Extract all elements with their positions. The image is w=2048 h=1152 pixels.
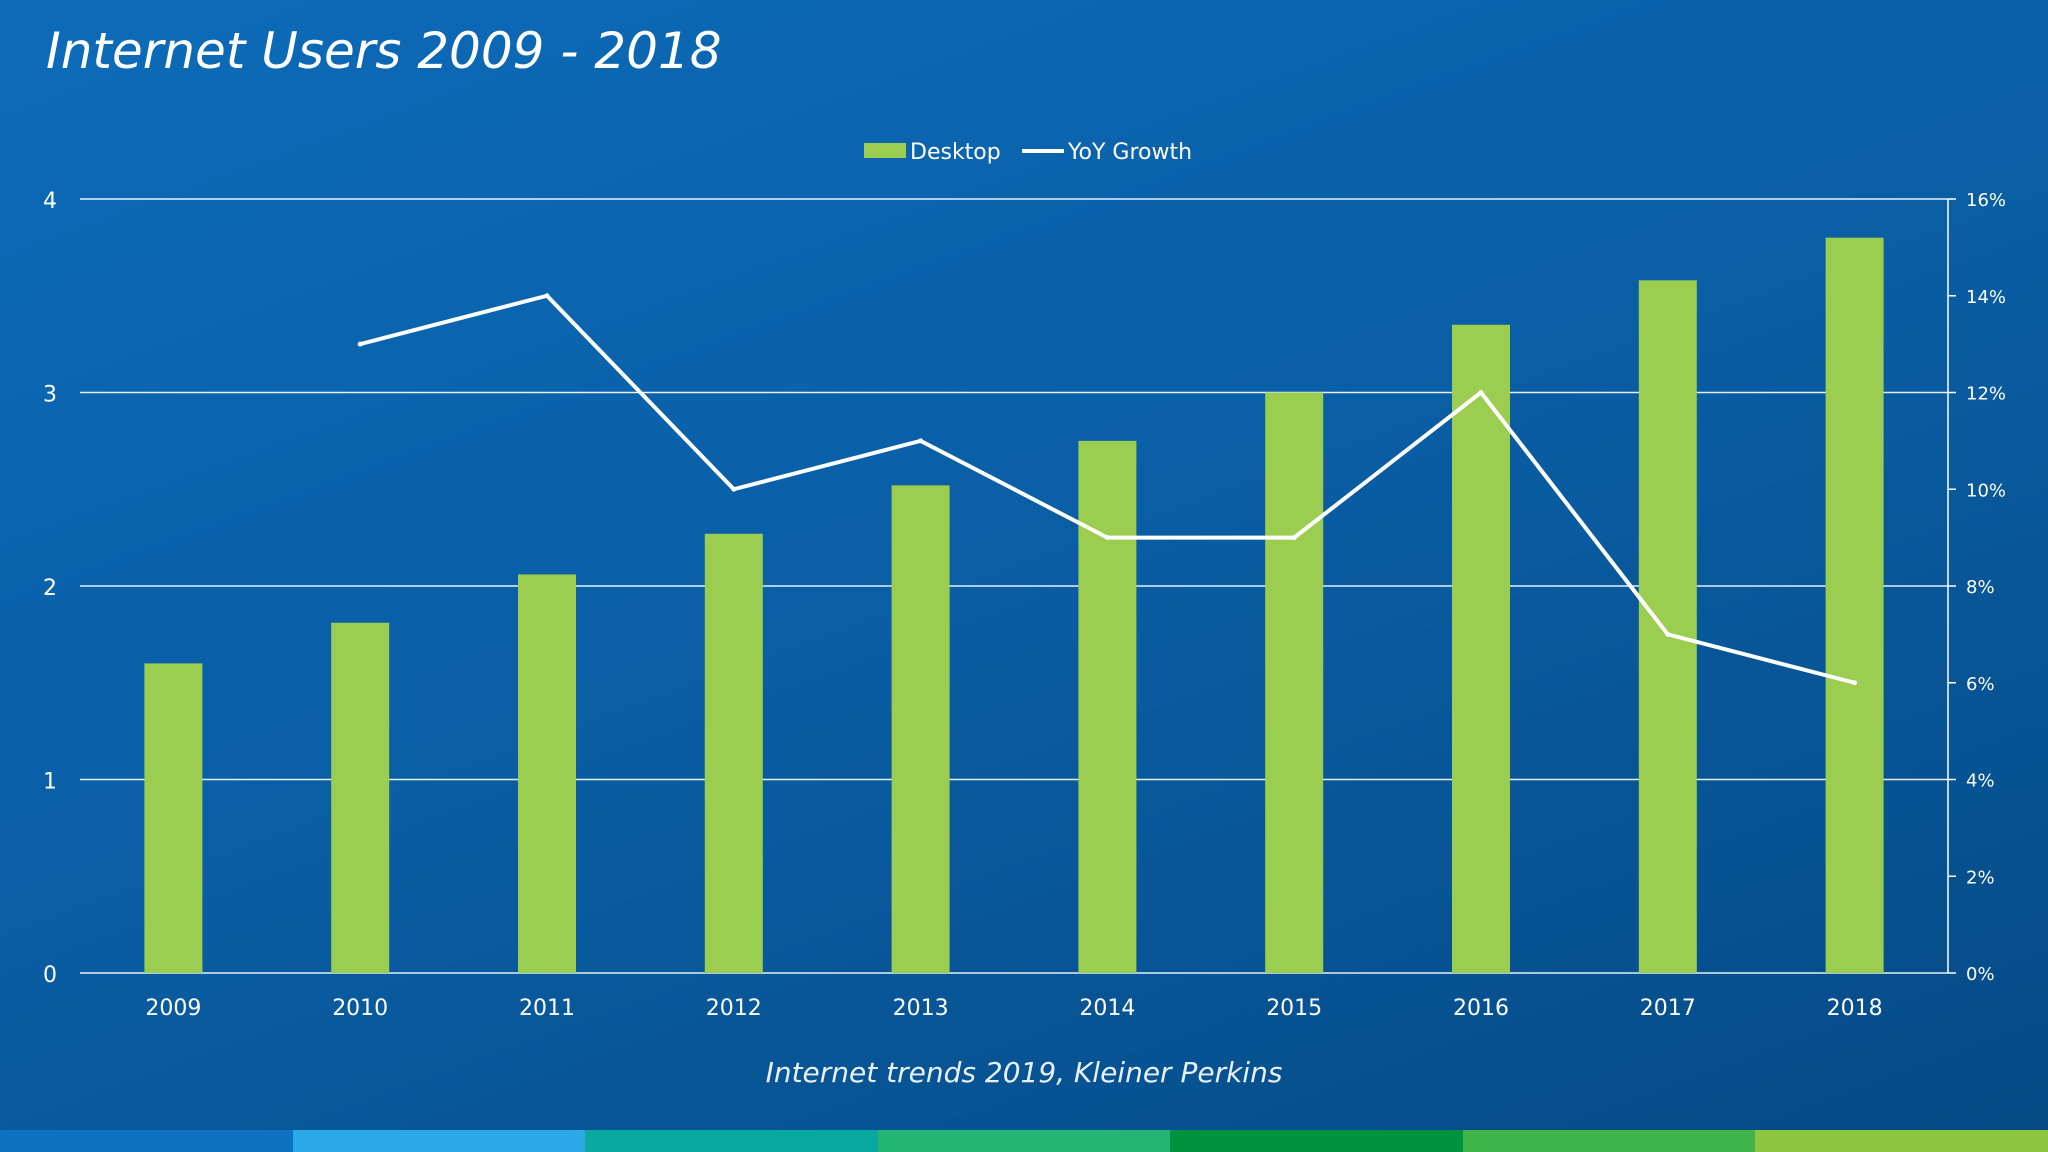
yoy-point-2010 — [357, 341, 363, 347]
legend-label-desktop: Desktop — [910, 140, 1001, 165]
yoy-point-2011 — [544, 293, 550, 299]
bar-2011 — [518, 574, 576, 973]
chart-title: Internet Users 2009 - 2018 — [46, 22, 722, 80]
gridlines — [80, 198, 1948, 974]
y2-tick-label: 6% — [1966, 674, 1995, 695]
y2-tick-label: 16% — [1966, 190, 2006, 211]
yoy-point-2013 — [918, 438, 924, 444]
x-tick-label-2018: 2018 — [1827, 996, 1883, 1021]
axes: 0 1 2 3 4 0% 2% 4% 6% 8% 10% 12% 14% 16% 2009 2010 2011 2… — [43, 189, 2006, 1021]
y2-tick-label: 2% — [1966, 867, 1995, 888]
y-tick-label: 3 — [43, 383, 57, 408]
bar-2018 — [1825, 237, 1884, 973]
y-tick-label: 1 — [43, 770, 57, 795]
bar-2013 — [891, 485, 950, 973]
x-tick-label-2013: 2013 — [893, 996, 949, 1021]
x-tick-label-2011: 2011 — [519, 996, 575, 1021]
bar-2009 — [144, 663, 203, 973]
yoy-point-2017 — [1665, 631, 1671, 637]
bar-2010 — [331, 622, 390, 973]
yoy-point-2014 — [1104, 535, 1110, 541]
legend: Desktop YoY Growth — [864, 140, 1192, 165]
strip-segment-5 — [1170, 1130, 1463, 1152]
y2-tick-label: 12% — [1966, 384, 2006, 405]
y-tick-label: 2 — [43, 576, 57, 601]
x-tick-label-2009: 2009 — [145, 996, 201, 1021]
y2-tick-label: 0% — [1966, 964, 1995, 985]
bar-2014 — [1078, 440, 1137, 973]
y2-tick-label: 4% — [1966, 771, 1995, 792]
x-tick-label-2015: 2015 — [1266, 996, 1322, 1021]
desktop-bars — [144, 237, 1884, 973]
strip-segment-4 — [877, 1130, 1171, 1152]
bar-2012 — [704, 533, 763, 973]
yoy-point-2012 — [731, 486, 737, 492]
strip-segment-6 — [1462, 1130, 1756, 1152]
yoy-point-2015 — [1291, 535, 1297, 541]
strip-segment-7 — [1755, 1130, 2048, 1152]
bar-2017 — [1638, 280, 1697, 973]
yoy-point-2016 — [1478, 390, 1484, 395]
x-tick-label-2016: 2016 — [1453, 996, 1509, 1021]
x-tick-label-2010: 2010 — [332, 996, 388, 1021]
x-tick-label-2017: 2017 — [1640, 996, 1696, 1021]
y2-tick-label: 8% — [1966, 577, 1995, 598]
y-tick-label: 4 — [43, 189, 57, 214]
y-tick-label: 0 — [43, 963, 57, 988]
bar-2015 — [1265, 392, 1324, 973]
yoy-point-2018 — [1852, 680, 1858, 686]
y2-tick-label: 14% — [1966, 287, 2006, 308]
strip-segment-1 — [0, 1130, 293, 1152]
source-caption: Internet trends 2019, Kleiner Perkins — [765, 1056, 1283, 1089]
color-strip — [0, 1130, 2048, 1152]
strip-segment-2 — [292, 1130, 586, 1152]
x-tick-label-2012: 2012 — [706, 996, 762, 1021]
y2-tick-label: 10% — [1966, 480, 2006, 501]
legend-label-yoy: YoY Growth — [1067, 140, 1192, 165]
strip-segment-3 — [585, 1130, 878, 1152]
legend-swatch-desktop — [864, 143, 906, 158]
x-tick-label-2014: 2014 — [1079, 996, 1135, 1021]
bar-2016 — [1452, 324, 1510, 973]
yoy-growth-line — [357, 293, 1858, 686]
